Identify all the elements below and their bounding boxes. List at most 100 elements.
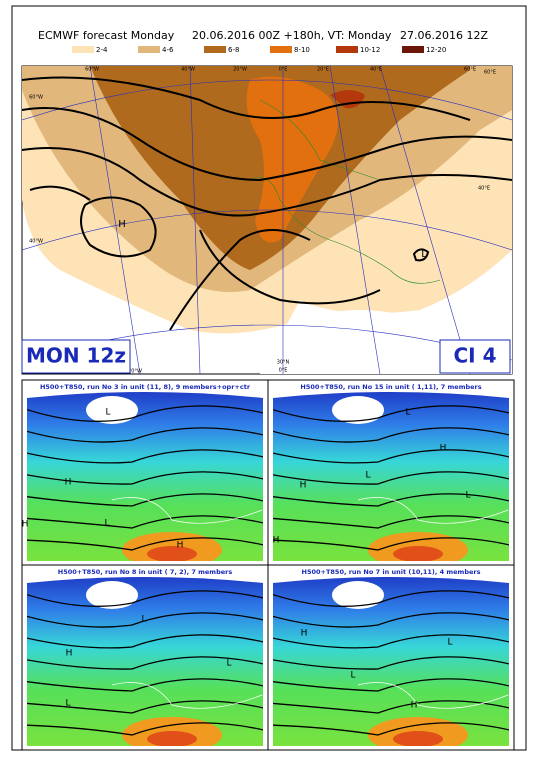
member-panel: H500+T850, run No 15 in unit ( 1,11), 7 … bbox=[267, 379, 515, 566]
pressure-label: L bbox=[350, 671, 355, 681]
pressure-label: H bbox=[118, 219, 126, 230]
coast bbox=[357, 682, 509, 709]
title-part: 20.06.2016 00Z +180h, VT: Monday bbox=[192, 29, 392, 42]
contour bbox=[273, 493, 509, 507]
contour bbox=[273, 537, 509, 551]
panel-title: H500+T850, run No 3 in unit (11, 8), 9 m… bbox=[40, 383, 251, 391]
legend-swatch bbox=[204, 46, 226, 53]
day-label-box bbox=[21, 339, 131, 374]
pressure-label: L bbox=[65, 699, 70, 709]
coast bbox=[111, 682, 263, 709]
field bbox=[27, 392, 263, 561]
cold-core bbox=[332, 581, 384, 609]
grid-label: 60°E bbox=[464, 67, 476, 73]
pressure-label: H bbox=[301, 629, 308, 639]
panel-map bbox=[27, 392, 263, 561]
pressure-label: H bbox=[22, 520, 29, 530]
pressure-label: H bbox=[177, 541, 184, 551]
coast bbox=[357, 497, 509, 524]
legend-label: 4-6 bbox=[162, 46, 174, 54]
contour bbox=[27, 515, 263, 529]
legend-swatch bbox=[72, 46, 94, 53]
panel-title: H500+T850, run No 15 in unit ( 1,11), 7 … bbox=[300, 383, 481, 391]
cold-core bbox=[86, 396, 138, 424]
pressure-label: H bbox=[66, 649, 73, 659]
legend-swatch bbox=[138, 46, 160, 53]
grid-label: 0°E bbox=[279, 67, 288, 73]
pressure-label: H bbox=[300, 481, 307, 491]
member-panel: H500+T850, run No 8 in unit ( 7, 2), 7 m… bbox=[21, 564, 269, 751]
contour bbox=[273, 471, 509, 485]
panel-map bbox=[27, 577, 263, 746]
panel-title: H500+T850, run No 8 in unit ( 7, 2), 7 m… bbox=[58, 568, 233, 576]
grid-label: 60°W bbox=[85, 67, 99, 73]
contour bbox=[27, 634, 263, 649]
pressure-label: L bbox=[405, 408, 410, 418]
legend: 2-4 4-6 6-8 8-10 10-12 12-20 bbox=[72, 46, 446, 54]
day-label: MON 12z bbox=[26, 344, 126, 368]
legend-label: 8-10 bbox=[294, 46, 310, 54]
grid-label: 20°W bbox=[128, 369, 142, 375]
contour bbox=[27, 678, 263, 692]
contour bbox=[27, 427, 263, 443]
contour bbox=[27, 590, 263, 607]
legend-label: 12-20 bbox=[426, 46, 446, 54]
coast bbox=[111, 497, 263, 524]
contour bbox=[273, 700, 509, 714]
member-panel: H500+T850, run No 7 in unit (10,11), 4 m… bbox=[267, 564, 515, 751]
pressure-label: L bbox=[226, 659, 231, 669]
pressure-label: H bbox=[273, 536, 280, 546]
legend-swatch bbox=[336, 46, 358, 53]
pressure-label: L bbox=[105, 408, 110, 418]
contour bbox=[27, 700, 263, 714]
field bbox=[273, 392, 509, 561]
title-part: 27.06.2016 12Z bbox=[400, 29, 488, 42]
panel-title: H500+T850, run No 7 in unit (10,11), 4 m… bbox=[302, 568, 481, 576]
grid-label: 60°W bbox=[29, 95, 43, 101]
grid-label: 0°E bbox=[279, 368, 288, 374]
grid-label: 40°W bbox=[29, 239, 43, 245]
warm-core bbox=[147, 731, 197, 746]
contour bbox=[27, 612, 263, 628]
pressure-label: L bbox=[465, 491, 470, 501]
ci-label: CI 4 bbox=[454, 344, 497, 368]
contour bbox=[273, 722, 509, 736]
contour bbox=[27, 471, 263, 485]
contour bbox=[27, 537, 263, 551]
contour bbox=[273, 405, 509, 422]
pressure-label: L bbox=[447, 638, 452, 648]
contour bbox=[273, 515, 509, 529]
contour bbox=[273, 427, 509, 443]
pressure-label: L bbox=[141, 615, 146, 625]
pressure-label: L bbox=[421, 249, 427, 260]
grid-label: 40°W bbox=[181, 67, 195, 73]
grid-label: 20°E bbox=[317, 67, 329, 73]
member-panel: H500+T850, run No 3 in unit (11, 8), 9 m… bbox=[21, 379, 269, 566]
legend-label: 2-4 bbox=[96, 46, 108, 54]
contour bbox=[273, 590, 509, 607]
pressure-label: L bbox=[365, 471, 370, 481]
legend-label: 10-12 bbox=[360, 46, 380, 54]
warm-core bbox=[393, 546, 443, 561]
contour bbox=[27, 493, 263, 507]
field bbox=[27, 577, 263, 746]
panel-map bbox=[273, 577, 509, 746]
member-panels: H500+T850, run No 3 in unit (11, 8), 9 m… bbox=[21, 379, 515, 751]
cold-core bbox=[332, 396, 384, 424]
grid-label: 40°E bbox=[370, 67, 382, 73]
cold-core bbox=[86, 581, 138, 609]
title-part: ECMWF forecast Monday bbox=[38, 29, 175, 42]
contour bbox=[27, 722, 263, 736]
contour bbox=[27, 405, 263, 422]
pressure-label: L bbox=[104, 519, 109, 529]
grid-label: 60°E bbox=[484, 70, 496, 76]
legend-swatch bbox=[270, 46, 292, 53]
field bbox=[273, 577, 509, 746]
grid-label: 40°E bbox=[478, 186, 490, 192]
ci-label-box bbox=[439, 339, 511, 374]
grid-label: 30°N bbox=[277, 360, 290, 366]
pressure-label: H bbox=[65, 478, 72, 488]
contour bbox=[27, 656, 263, 670]
pressure-label: H bbox=[440, 444, 447, 454]
